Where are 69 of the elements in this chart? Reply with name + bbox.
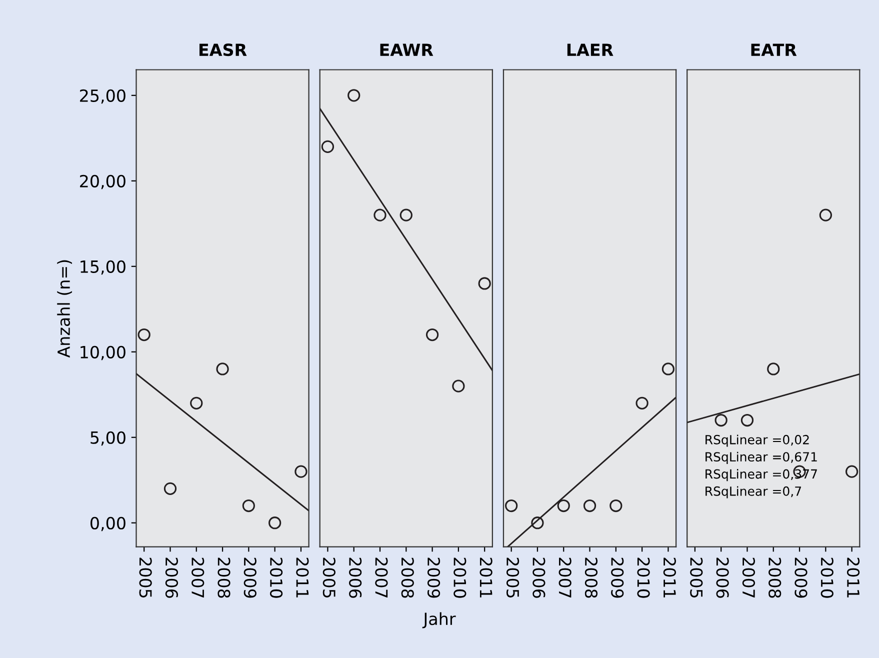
x-tick-label: 2010 xyxy=(454,558,466,598)
x-tick-label: 2007 xyxy=(375,558,388,598)
y-tick-label: 15,00 xyxy=(80,260,126,275)
x-tick-label: 2009 xyxy=(244,558,256,598)
point xyxy=(400,208,412,222)
point xyxy=(610,499,622,512)
point xyxy=(138,328,150,342)
y-tick-label: 0,00 xyxy=(90,516,126,532)
x-tick-label: 2011 xyxy=(296,558,309,598)
point xyxy=(478,277,491,290)
x-tick-label: 2008 xyxy=(768,558,782,598)
point xyxy=(348,89,360,102)
x-tick-label: 2005 xyxy=(322,558,336,598)
x-tick-label: 2009 xyxy=(611,558,624,598)
point xyxy=(636,396,648,410)
point xyxy=(767,362,780,376)
point xyxy=(294,465,308,478)
point xyxy=(242,499,255,512)
x-axis-title: Jahr xyxy=(422,612,456,628)
x-tick-label: 2005 xyxy=(139,558,152,598)
y-tick-label: 10,00 xyxy=(80,346,126,360)
point xyxy=(557,499,570,512)
x-tick-label: 2008 xyxy=(401,558,414,598)
x-tick-label: 2010 xyxy=(637,558,650,598)
x-tick-label: 2007 xyxy=(192,558,204,598)
chart-title: EASR xyxy=(200,43,247,56)
point xyxy=(452,380,465,392)
x-tick-label: 2006 xyxy=(716,558,729,598)
x-tick-label: 2006 xyxy=(349,558,362,598)
y-tick-label: 5,00 xyxy=(90,431,126,446)
point xyxy=(740,414,754,427)
point xyxy=(164,482,177,495)
point xyxy=(426,328,439,342)
x-tick-label: 2006 xyxy=(165,558,178,598)
y-tick-label: 20,00 xyxy=(80,174,126,190)
point xyxy=(321,140,334,154)
point xyxy=(662,362,675,376)
point xyxy=(583,499,596,512)
y-tick-label: 25,00 xyxy=(80,89,126,104)
point xyxy=(846,465,858,478)
x-tick-label: 2007 xyxy=(558,558,572,598)
point xyxy=(268,516,282,530)
annotation: RSqLinear =0,02 xyxy=(706,434,809,447)
x-tick-label: 2005 xyxy=(506,558,520,598)
x-tick-label: 2009 xyxy=(427,558,440,598)
x-tick-label: 2007 xyxy=(742,558,755,598)
x-tick-label: 2011 xyxy=(846,558,860,598)
x-tick-label: 2005 xyxy=(690,558,703,598)
chart-title: EAWR xyxy=(380,44,434,56)
point xyxy=(216,362,229,376)
x-tick-label: 2011 xyxy=(663,558,676,598)
annotation: RSqLinear =0,671 xyxy=(706,452,817,464)
x-tick-label: 2008 xyxy=(584,558,598,598)
point xyxy=(531,516,544,530)
x-tick-label: 2011 xyxy=(480,558,492,598)
point xyxy=(819,208,832,222)
y-axis-title: Anzahl (n=) xyxy=(57,260,72,358)
point xyxy=(505,499,518,512)
point xyxy=(374,208,386,222)
chart-title: LAER xyxy=(567,44,614,56)
chart-title: EATR xyxy=(751,44,797,56)
annotation: RSqLinear =0,7 xyxy=(706,486,802,498)
x-tick-label: 2006 xyxy=(532,558,546,598)
x-tick-label: 2008 xyxy=(218,558,230,598)
point xyxy=(190,396,203,410)
x-tick-label: 2009 xyxy=(794,558,808,598)
x-tick-label: 2010 xyxy=(270,558,283,598)
point xyxy=(714,414,728,427)
x-tick-label: 2010 xyxy=(820,558,834,598)
